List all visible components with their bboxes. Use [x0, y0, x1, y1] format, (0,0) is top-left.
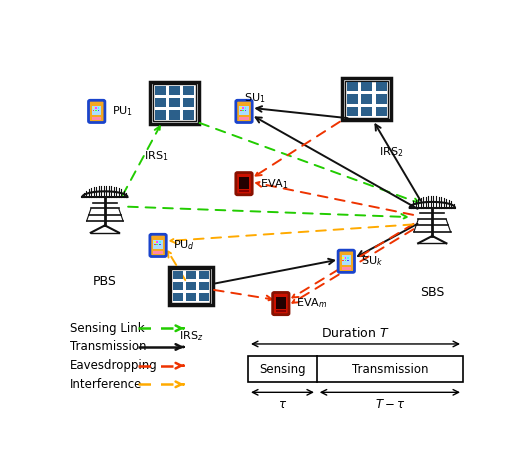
Bar: [245, 110, 247, 111]
Bar: [375, 107, 386, 116]
Text: Sensing Link: Sensing Link: [70, 322, 145, 335]
Bar: [239, 105, 249, 115]
Bar: [239, 190, 249, 192]
Bar: [172, 269, 210, 303]
Bar: [248, 356, 463, 382]
Bar: [347, 260, 349, 262]
Text: IRS$_1$: IRS$_1$: [144, 149, 168, 163]
Bar: [95, 110, 97, 111]
Bar: [98, 110, 99, 111]
Text: Sensing: Sensing: [259, 363, 306, 376]
Bar: [342, 267, 351, 270]
FancyBboxPatch shape: [338, 250, 354, 273]
Text: SU$_k$: SU$_k$: [362, 254, 383, 268]
Bar: [242, 110, 244, 111]
Bar: [183, 98, 194, 107]
Bar: [375, 94, 386, 104]
Bar: [242, 107, 244, 109]
Bar: [276, 297, 286, 309]
FancyBboxPatch shape: [272, 293, 289, 315]
Text: IRS$_z$: IRS$_z$: [178, 329, 203, 343]
Bar: [92, 117, 101, 120]
Bar: [156, 244, 158, 245]
Bar: [199, 271, 209, 279]
Bar: [186, 282, 196, 290]
Text: Transmission: Transmission: [352, 363, 428, 376]
Bar: [92, 110, 94, 111]
Bar: [169, 86, 180, 95]
Bar: [199, 293, 209, 301]
Text: $\tau$: $\tau$: [278, 398, 287, 411]
Bar: [361, 107, 372, 116]
Bar: [155, 98, 166, 107]
Bar: [347, 257, 349, 258]
Bar: [155, 110, 166, 120]
Bar: [168, 267, 213, 305]
Bar: [154, 244, 156, 245]
Text: SBS: SBS: [420, 286, 445, 299]
FancyBboxPatch shape: [89, 100, 105, 122]
Bar: [92, 107, 94, 109]
Bar: [347, 94, 358, 104]
FancyBboxPatch shape: [150, 234, 166, 256]
Bar: [245, 107, 247, 109]
Text: Eavesdropping: Eavesdropping: [70, 359, 158, 372]
Bar: [169, 110, 180, 120]
Bar: [345, 260, 346, 262]
Bar: [150, 82, 199, 124]
Bar: [240, 107, 241, 109]
Bar: [169, 98, 180, 107]
Bar: [347, 107, 358, 116]
Bar: [156, 241, 158, 243]
Bar: [199, 282, 209, 290]
Bar: [343, 78, 391, 120]
Text: PBS: PBS: [93, 275, 117, 288]
FancyBboxPatch shape: [236, 100, 252, 122]
Bar: [239, 117, 249, 120]
Bar: [276, 310, 286, 312]
Bar: [159, 244, 161, 245]
Text: SU$_1$: SU$_1$: [244, 91, 266, 105]
Text: PU$_d$: PU$_d$: [173, 239, 195, 252]
Text: PU$_1$: PU$_1$: [112, 104, 133, 118]
Bar: [342, 256, 351, 265]
Bar: [240, 110, 241, 111]
Bar: [153, 240, 163, 249]
Bar: [183, 86, 194, 95]
Bar: [186, 271, 196, 279]
Bar: [375, 82, 386, 92]
Bar: [153, 251, 163, 254]
Bar: [155, 86, 166, 95]
Bar: [186, 293, 196, 301]
Bar: [342, 257, 344, 258]
Text: Transmission: Transmission: [70, 340, 147, 354]
Bar: [154, 241, 156, 243]
Bar: [153, 84, 196, 121]
Bar: [239, 177, 249, 189]
Bar: [159, 241, 161, 243]
Bar: [92, 105, 101, 115]
Bar: [173, 282, 183, 290]
Text: Interference: Interference: [70, 378, 143, 391]
Bar: [345, 81, 388, 118]
Bar: [361, 94, 372, 104]
Bar: [342, 260, 344, 262]
Text: IRS$_2$: IRS$_2$: [379, 146, 403, 159]
Text: $T - \tau$: $T - \tau$: [374, 398, 406, 411]
Bar: [345, 257, 346, 258]
Bar: [173, 271, 183, 279]
Bar: [361, 82, 372, 92]
Bar: [98, 107, 99, 109]
Text: EVA$_m$: EVA$_m$: [296, 297, 328, 311]
FancyBboxPatch shape: [236, 173, 252, 195]
Text: EVA$_1$: EVA$_1$: [260, 177, 288, 191]
Bar: [173, 293, 183, 301]
Bar: [95, 107, 97, 109]
Bar: [183, 110, 194, 120]
Bar: [347, 82, 358, 92]
Text: Duration $T$: Duration $T$: [321, 326, 390, 340]
